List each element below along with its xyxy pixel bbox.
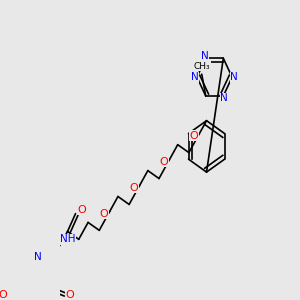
Text: O: O [0, 290, 7, 299]
Text: O: O [100, 208, 108, 218]
Text: O: O [65, 290, 74, 299]
Text: O: O [78, 205, 86, 215]
Text: NH: NH [60, 234, 76, 244]
Text: CH₃: CH₃ [194, 62, 210, 71]
Text: O: O [189, 131, 198, 141]
Text: N: N [201, 51, 209, 61]
Text: N: N [34, 252, 42, 262]
Text: N: N [230, 72, 238, 82]
Text: O: O [130, 183, 138, 193]
Text: N: N [220, 93, 228, 103]
Text: O: O [159, 157, 168, 167]
Text: N: N [191, 72, 199, 82]
